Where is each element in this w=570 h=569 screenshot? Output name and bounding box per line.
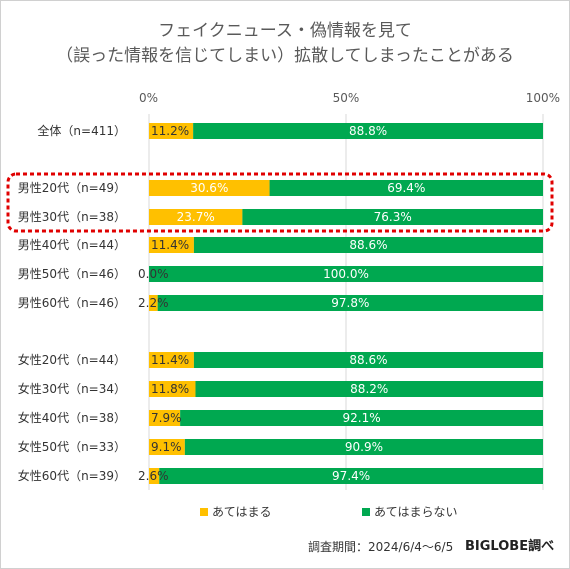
- data-label-yes: 11.4%: [151, 353, 189, 367]
- bar-yes: [149, 180, 270, 196]
- x-tick-label: 100%: [526, 91, 560, 105]
- category-label: 女性40代（n=38）: [18, 410, 126, 425]
- category-label: 女性20代（n=44）: [18, 352, 126, 367]
- data-label-no: 88.2%: [350, 382, 388, 396]
- category-label: 女性50代（n=33）: [18, 439, 126, 454]
- category-label: 男性20代（n=49）: [18, 181, 126, 195]
- data-label-no: 97.4%: [332, 469, 370, 483]
- highlight-box: [6, 172, 554, 233]
- bar-no: [242, 209, 544, 225]
- data-label-yes: 11.2%: [151, 124, 189, 138]
- data-label-no: 76.3%: [374, 210, 412, 224]
- category-label: 男性60代（n=46）: [18, 296, 126, 310]
- data-label-no: 69.4%: [387, 181, 425, 195]
- bar-no: [195, 381, 543, 397]
- data-label-no: 88.6%: [349, 353, 387, 367]
- legend-item-yes: あてはまる: [200, 503, 272, 520]
- legend-swatch-yes: [200, 507, 208, 516]
- data-label-yes: 7.9%: [151, 411, 182, 425]
- bar-no: [193, 123, 544, 139]
- data-label-yes: 23.7%: [177, 210, 215, 224]
- data-label-yes: 30.6%: [190, 181, 228, 195]
- data-label-no: 92.1%: [343, 411, 381, 425]
- bar-yes: [149, 381, 196, 397]
- chart-title-line1: フェイクニュース・偽情報を見て: [158, 21, 412, 41]
- bar-yes: [149, 209, 243, 225]
- bar-no: [157, 295, 543, 311]
- bar-yes: [149, 410, 181, 426]
- bar-yes: [149, 439, 185, 455]
- data-label-yes: 9.1%: [151, 440, 182, 454]
- category-label: 男性40代（n=44）: [18, 238, 126, 252]
- brand-credit: BIGLOBE調べ: [465, 539, 555, 554]
- survey-period: 調査期間：2024/6/4～6/5: [308, 540, 454, 554]
- x-tick-label: 50%: [333, 91, 360, 105]
- category-label: 女性60代（n=39）: [18, 468, 126, 483]
- bar-no: [180, 410, 543, 426]
- data-label-yes: 2.6%: [138, 469, 169, 483]
- data-label-yes: 11.4%: [151, 238, 189, 252]
- legend-label-no: あてはまらない: [374, 505, 458, 519]
- bar-yes: [149, 123, 194, 139]
- legend-label-yes: あてはまる: [212, 505, 272, 519]
- bar-no: [159, 468, 543, 484]
- data-label-no: 100.0%: [323, 267, 369, 281]
- x-tick-label: 0%: [139, 91, 158, 105]
- data-label-yes: 11.8%: [151, 382, 189, 396]
- data-label-yes: 2.2%: [138, 296, 169, 310]
- bar-no: [193, 237, 543, 253]
- bar-no: [269, 180, 543, 196]
- data-label-no: 88.6%: [349, 238, 387, 252]
- bar-yes: [149, 295, 158, 311]
- bar-no: [193, 352, 543, 368]
- category-label: 女性30代（n=34）: [18, 381, 126, 396]
- category-label: 男性50代（n=46）: [18, 267, 126, 281]
- bar-no: [184, 439, 543, 455]
- data-label-yes: 0.0%: [138, 267, 169, 281]
- category-label: 全体（n=411）: [37, 123, 126, 138]
- legend-swatch-no: [362, 507, 370, 516]
- bar-yes: [149, 237, 194, 253]
- category-label: 男性30代（n=38）: [18, 210, 126, 224]
- data-label-no: 88.8%: [349, 124, 387, 138]
- bar-no: [149, 266, 543, 282]
- data-label-no: 90.9%: [345, 440, 383, 454]
- bar-yes: [149, 468, 160, 484]
- bar-yes: [149, 352, 194, 368]
- legend-item-no: あてはまらない: [362, 503, 458, 520]
- chart-title-line2: （誤った情報を信じてしまい）拡散してしまったことがある: [56, 46, 514, 66]
- data-label-no: 97.8%: [331, 296, 369, 310]
